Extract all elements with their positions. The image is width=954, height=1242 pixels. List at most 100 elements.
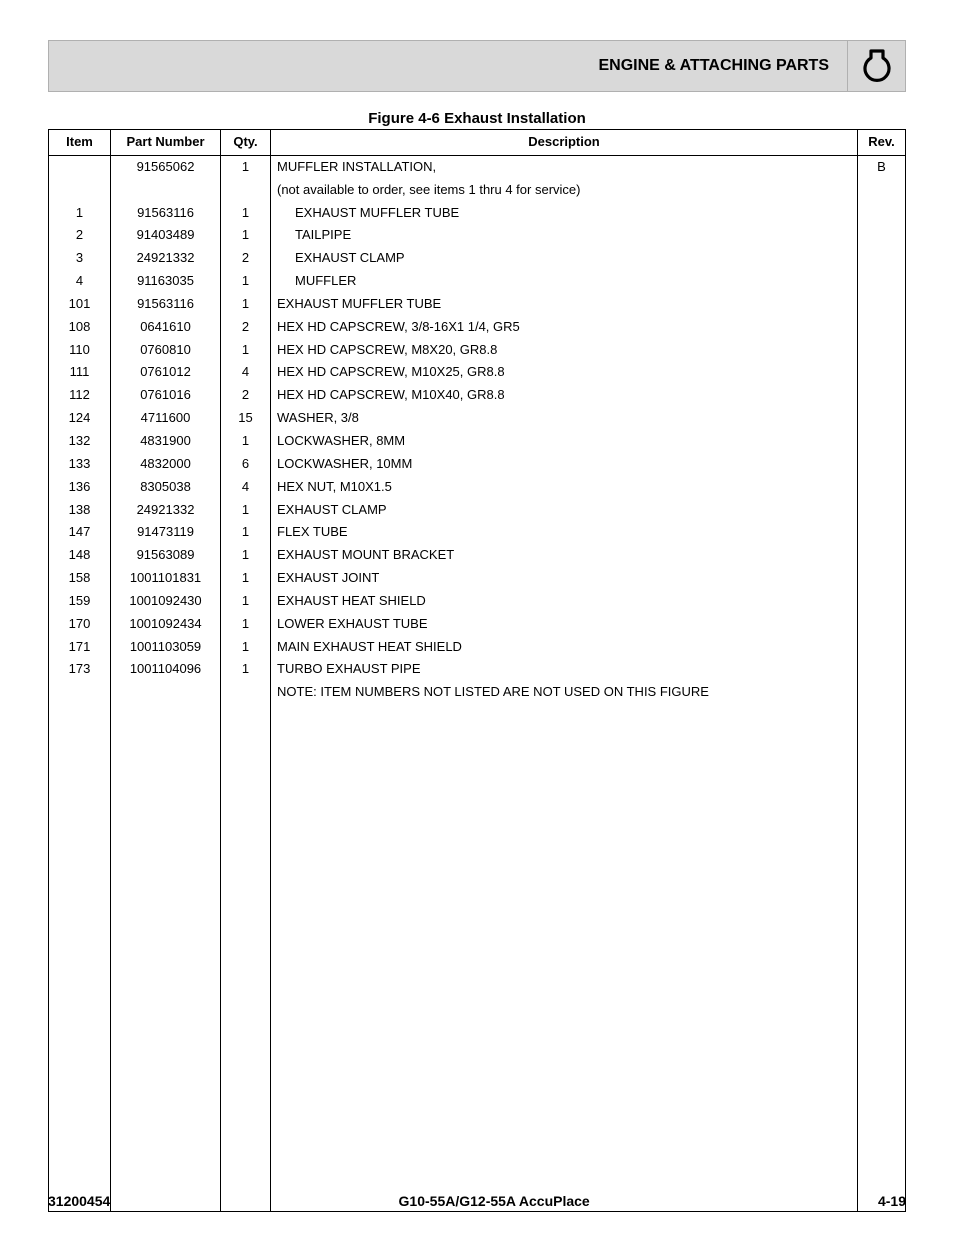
table-row: 101915631161EXHAUST MUFFLER TUBE: [49, 293, 906, 316]
empty-cell: [858, 681, 906, 1211]
cell-qty: 1: [221, 567, 271, 590]
cell-rev: [858, 613, 906, 636]
cell-item: 3: [49, 247, 111, 270]
table-note: NOTE: ITEM NUMBERS NOT LISTED ARE NOT US…: [271, 681, 858, 1211]
cell-part-number: 0760810: [111, 339, 221, 362]
empty-cell: [111, 681, 221, 1211]
cell-part-number: 4711600: [111, 407, 221, 430]
cell-rev: [858, 202, 906, 225]
cell-part-number: 91563116: [111, 202, 221, 225]
cell-rev: [858, 293, 906, 316]
cell-item: 101: [49, 293, 111, 316]
section-header: ENGINE & ATTACHING PARTS: [48, 40, 906, 92]
cell-qty: 1: [221, 590, 271, 613]
cell-item: [49, 179, 111, 202]
cell-rev: [858, 339, 906, 362]
cell-rev: [858, 247, 906, 270]
cell-part-number: 91163035: [111, 270, 221, 293]
cell-rev: [858, 179, 906, 202]
table-row: 17010010924341LOWER EXHAUST TUBE: [49, 613, 906, 636]
cell-item: 2: [49, 224, 111, 247]
cell-qty: 1: [221, 658, 271, 681]
cell-rev: [858, 361, 906, 384]
cell-description: WASHER, 3/8: [271, 407, 858, 430]
table-row: 11207610162HEX HD CAPSCREW, M10X40, GR8.…: [49, 384, 906, 407]
cell-description: EXHAUST MOUNT BRACKET: [271, 544, 858, 567]
cell-item: 133: [49, 453, 111, 476]
cell-rev: [858, 476, 906, 499]
cell-qty: 1: [221, 521, 271, 544]
cell-part-number: 0761016: [111, 384, 221, 407]
cell-qty: 2: [221, 384, 271, 407]
cell-item: [49, 155, 111, 178]
cell-qty: 1: [221, 430, 271, 453]
cell-rev: [858, 224, 906, 247]
cell-qty: 6: [221, 453, 271, 476]
footer-doc-number: 31200454: [48, 1193, 110, 1209]
table-row: 13348320006LOCKWASHER, 10MM: [49, 453, 906, 476]
cell-part-number: 1001103059: [111, 636, 221, 659]
cell-description: TURBO EXHAUST PIPE: [271, 658, 858, 681]
table-row: 17110011030591MAIN EXHAUST HEAT SHIELD: [49, 636, 906, 659]
cell-part-number: 91563116: [111, 293, 221, 316]
cell-qty: 2: [221, 316, 271, 339]
cell-item: 110: [49, 339, 111, 362]
table-row: 3249213322EXHAUST CLAMP: [49, 247, 906, 270]
cell-qty: 1: [221, 155, 271, 178]
cell-part-number: 91563089: [111, 544, 221, 567]
col-header-qty: Qty.: [221, 130, 271, 156]
cell-part-number: 91565062: [111, 155, 221, 178]
page-footer: 31200454 G10-55A/G12-55A AccuPlace 4-19: [48, 1193, 906, 1209]
cell-item: 136: [49, 476, 111, 499]
table-row: 13683050384HEX NUT, M10X1.5: [49, 476, 906, 499]
table-row: 124471160015WASHER, 3/8: [49, 407, 906, 430]
cell-description: LOCKWASHER, 10MM: [271, 453, 858, 476]
empty-cell: [49, 681, 111, 1211]
cell-part-number: [111, 179, 221, 202]
table-row: 138249213321EXHAUST CLAMP: [49, 499, 906, 522]
cell-part-number: 1001101831: [111, 567, 221, 590]
cell-qty: 1: [221, 544, 271, 567]
cell-description: FLEX TUBE: [271, 521, 858, 544]
cell-part-number: 8305038: [111, 476, 221, 499]
cell-item: 124: [49, 407, 111, 430]
cell-part-number: 1001104096: [111, 658, 221, 681]
cell-rev: [858, 590, 906, 613]
cell-item: 158: [49, 567, 111, 590]
cell-description: TAILPIPE: [271, 224, 858, 247]
cell-part-number: 1001092434: [111, 613, 221, 636]
table-row: 148915630891EXHAUST MOUNT BRACKET: [49, 544, 906, 567]
cell-qty: 1: [221, 202, 271, 225]
cell-description: MUFFLER: [271, 270, 858, 293]
table-note-row: NOTE: ITEM NUMBERS NOT LISTED ARE NOT US…: [49, 681, 906, 1211]
cell-qty: 1: [221, 224, 271, 247]
cell-description: EXHAUST CLAMP: [271, 247, 858, 270]
cell-part-number: 0761012: [111, 361, 221, 384]
cell-rev: B: [858, 155, 906, 178]
cell-rev: [858, 316, 906, 339]
cell-rev: [858, 567, 906, 590]
cell-rev: [858, 521, 906, 544]
cell-description: HEX NUT, M10X1.5: [271, 476, 858, 499]
col-header-item: Item: [49, 130, 111, 156]
col-header-part: Part Number: [111, 130, 221, 156]
cell-qty: 1: [221, 613, 271, 636]
cell-description: LOWER EXHAUST TUBE: [271, 613, 858, 636]
table-row: (not available to order, see items 1 thr…: [49, 179, 906, 202]
cell-qty: 1: [221, 339, 271, 362]
table-row: 1915631161EXHAUST MUFFLER TUBE: [49, 202, 906, 225]
cell-item: 108: [49, 316, 111, 339]
table-row: 147914731191FLEX TUBE: [49, 521, 906, 544]
cell-rev: [858, 658, 906, 681]
cell-description: EXHAUST MUFFLER TUBE: [271, 202, 858, 225]
cell-qty: 4: [221, 476, 271, 499]
cell-rev: [858, 499, 906, 522]
cell-qty: 1: [221, 499, 271, 522]
cell-item: 111: [49, 361, 111, 384]
cell-part-number: 24921332: [111, 499, 221, 522]
cell-qty: 15: [221, 407, 271, 430]
table-row: 15810011018311EXHAUST JOINT: [49, 567, 906, 590]
cell-item: 171: [49, 636, 111, 659]
table-row: 11107610124HEX HD CAPSCREW, M10X25, GR8.…: [49, 361, 906, 384]
table-row: 915650621MUFFLER INSTALLATION,B: [49, 155, 906, 178]
